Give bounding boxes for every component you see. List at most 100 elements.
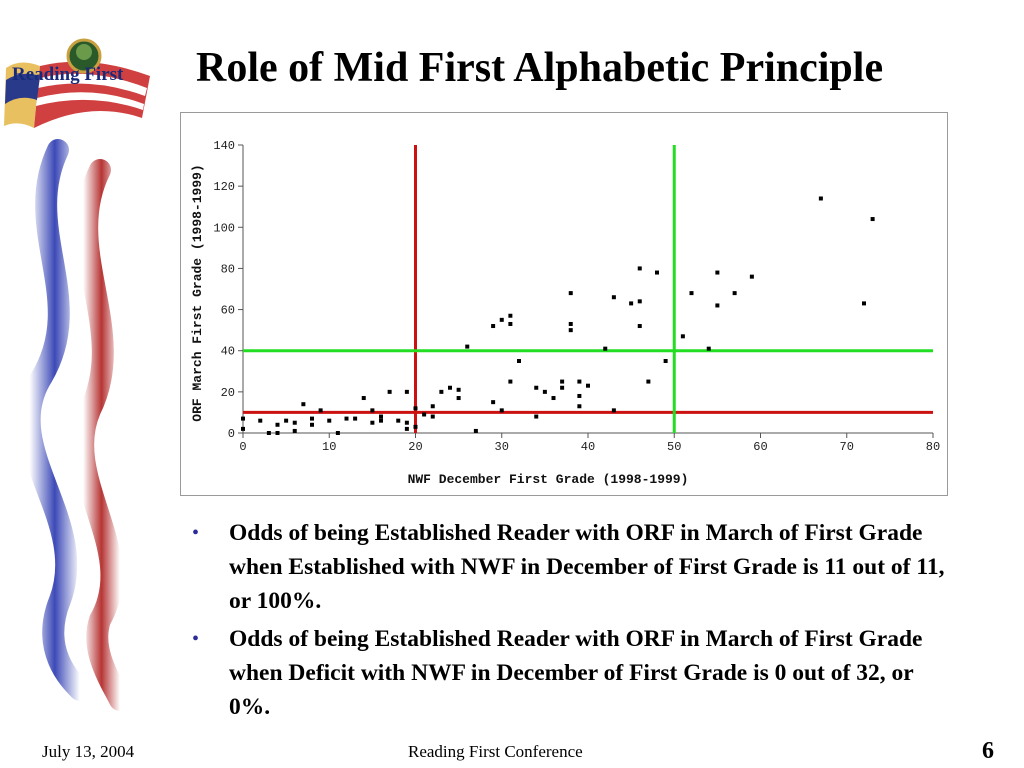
data-point <box>335 431 340 435</box>
data-point <box>241 426 245 431</box>
data-point <box>318 408 323 413</box>
data-point <box>637 266 642 271</box>
footer-title: Reading First Conference <box>408 742 583 761</box>
x-tick-label: 20 <box>408 440 422 454</box>
data-point <box>310 422 314 427</box>
data-point <box>456 396 461 401</box>
x-tick-label: 40 <box>581 440 595 454</box>
data-point <box>715 303 720 308</box>
x-tick-label: 10 <box>322 440 336 454</box>
footer-date: July 13, 2004 <box>42 742 135 761</box>
data-point <box>379 414 383 419</box>
data-point <box>680 334 685 339</box>
bullet-text: Odds of being Established Reader with OR… <box>229 520 945 614</box>
data-point <box>577 393 582 398</box>
scatter-chart: 0 10 20 30 40 50 60 70 80 0 20 40 60 80 100 120 140 NWF D… <box>180 112 948 496</box>
x-tick-label: 60 <box>753 440 767 454</box>
x-tick-label: 0 <box>239 440 246 454</box>
data-point <box>370 408 375 413</box>
data-point <box>439 389 444 394</box>
x-tick-label: 80 <box>926 440 940 454</box>
bullet-text: Odds of being Established Reader with OR… <box>229 626 923 720</box>
data-point <box>568 328 573 333</box>
data-point <box>491 324 496 329</box>
x-tick-label: 70 <box>840 440 854 454</box>
data-point <box>430 404 435 409</box>
data-point <box>344 416 349 421</box>
data-point <box>275 431 280 435</box>
data-point <box>689 291 694 296</box>
bullet-item: • Odds of being Established Reader with … <box>186 516 946 618</box>
data-point <box>603 346 608 351</box>
data-point <box>732 291 737 296</box>
data-point <box>266 431 271 435</box>
bullet-dot: • <box>192 522 200 544</box>
data-point <box>301 402 306 407</box>
data-point <box>637 299 642 304</box>
data-point <box>327 418 332 423</box>
data-point <box>551 396 556 401</box>
data-point <box>499 408 504 413</box>
data-point <box>404 420 409 425</box>
data-point <box>361 396 366 401</box>
data-point <box>568 291 573 296</box>
logo-text: Reading First <box>12 64 124 85</box>
data-point <box>577 404 582 409</box>
data-point <box>611 295 616 300</box>
data-point <box>473 428 478 433</box>
data-point <box>586 383 590 388</box>
data-point <box>379 418 383 423</box>
data-point <box>611 408 616 413</box>
data-point <box>560 379 565 384</box>
data-point <box>715 270 720 275</box>
y-tick-label: 40 <box>221 345 235 359</box>
data-point <box>370 420 375 425</box>
data-point <box>568 321 573 326</box>
x-tick-label: 50 <box>667 440 681 454</box>
data-point <box>465 344 470 349</box>
data-point <box>534 385 539 390</box>
data-point <box>258 418 263 423</box>
bullet-list: • Odds of being Established Reader with … <box>186 516 946 728</box>
data-point <box>292 420 297 425</box>
x-axis-label: NWF December First Grade (1998-1999) <box>408 472 689 487</box>
data-point <box>508 313 513 318</box>
data-point <box>275 422 280 427</box>
page-number: 6 <box>982 738 994 764</box>
data-point <box>430 414 435 419</box>
data-point <box>448 385 452 390</box>
data-point <box>310 416 314 421</box>
y-tick-label: 0 <box>228 427 235 441</box>
data-point <box>353 416 358 421</box>
data-point <box>387 389 392 394</box>
y-tick-label: 80 <box>221 262 235 276</box>
bullet-item: • Odds of being Established Reader with … <box>186 622 946 724</box>
data-point <box>663 359 668 363</box>
data-point <box>456 387 461 392</box>
y-tick-label: 100 <box>213 221 235 235</box>
data-point <box>870 217 875 222</box>
data-point <box>404 389 409 394</box>
data-point <box>534 414 539 419</box>
reading-first-logo: Reading First <box>4 38 150 128</box>
data-point <box>542 389 547 394</box>
data-point <box>749 274 754 279</box>
data-point <box>241 416 245 421</box>
data-point <box>491 400 496 405</box>
data-point <box>637 324 642 329</box>
y-axis-label: ORF March First Grade (1998-1999) <box>190 164 205 421</box>
data-point <box>560 385 565 390</box>
data-point <box>577 379 582 384</box>
data-point <box>629 301 634 306</box>
data-point <box>706 346 711 351</box>
data-point <box>413 424 418 429</box>
x-tick-label: 30 <box>495 440 509 454</box>
data-point <box>404 426 409 431</box>
data-point <box>284 418 289 423</box>
data-point <box>862 301 866 306</box>
chart-svg: 0 10 20 30 40 50 60 70 80 0 20 40 60 80 100 120 140 NWF D… <box>190 139 940 487</box>
y-tick-label: 20 <box>221 386 235 400</box>
data-point <box>655 270 659 275</box>
data-point <box>818 196 823 201</box>
data-point <box>646 379 651 384</box>
